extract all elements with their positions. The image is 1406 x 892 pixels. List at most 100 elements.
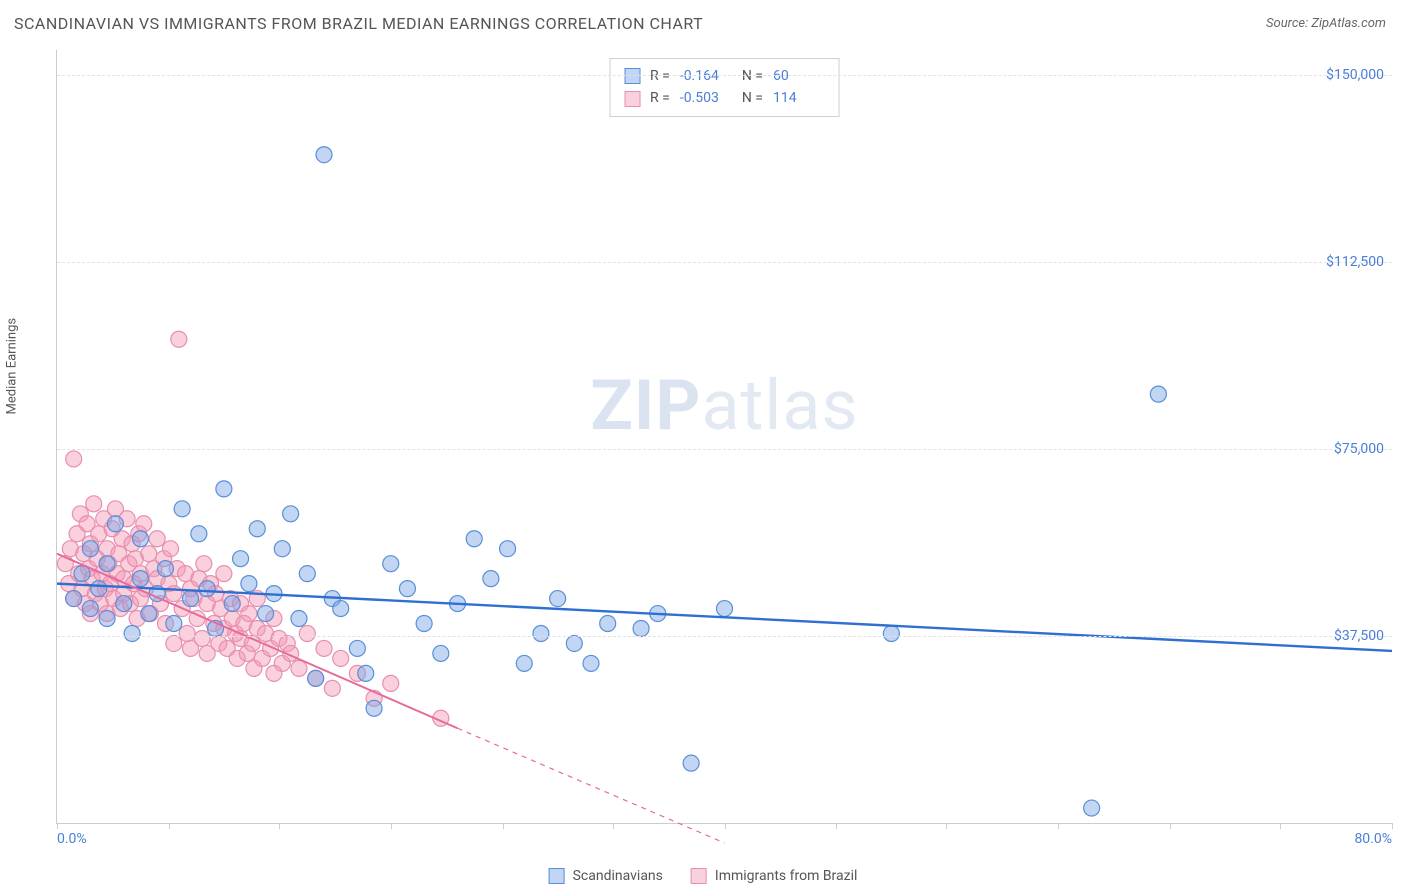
data-point — [291, 660, 307, 676]
data-point — [683, 755, 699, 771]
data-point — [99, 611, 115, 627]
data-point — [1150, 386, 1166, 402]
series-legend: Scandinavians Immigrants from Brazil — [549, 868, 858, 884]
data-point — [66, 451, 82, 467]
r-value-blue: -0.164 — [680, 65, 732, 87]
data-point — [283, 506, 299, 522]
data-point — [174, 501, 190, 517]
data-point — [132, 571, 148, 587]
data-point — [399, 581, 415, 597]
data-point — [233, 551, 249, 567]
data-point — [191, 526, 207, 542]
data-point — [258, 606, 274, 622]
data-point — [194, 630, 210, 646]
data-point — [66, 591, 82, 607]
data-point — [274, 541, 290, 557]
data-point — [162, 541, 178, 557]
data-point — [141, 606, 157, 622]
data-point — [116, 596, 132, 612]
y-tick-label: $37,500 — [1334, 628, 1384, 644]
trend-line-pink-dashed — [458, 728, 725, 843]
data-point — [82, 601, 98, 617]
data-point — [216, 566, 232, 582]
n-value-blue: 60 — [773, 65, 825, 87]
data-point — [433, 645, 449, 661]
data-point — [166, 586, 182, 602]
data-point — [308, 670, 324, 686]
data-point — [199, 581, 215, 597]
x-axis-max-label: 80.0% — [1354, 831, 1392, 847]
data-point — [466, 531, 482, 547]
data-point — [149, 531, 165, 547]
data-point — [82, 541, 98, 557]
data-point — [1084, 800, 1100, 816]
data-point — [224, 596, 240, 612]
data-point — [171, 331, 187, 347]
data-point — [241, 576, 257, 592]
data-point — [883, 625, 899, 641]
data-point — [316, 640, 332, 656]
data-point — [366, 700, 382, 716]
data-point — [216, 481, 232, 497]
data-point — [333, 601, 349, 617]
data-point — [124, 625, 140, 641]
data-point — [157, 561, 173, 577]
data-point — [141, 546, 157, 562]
y-tick-label: $75,000 — [1334, 441, 1384, 457]
data-point — [299, 625, 315, 641]
data-point — [183, 591, 199, 607]
data-point — [358, 665, 374, 681]
data-point — [299, 566, 315, 582]
data-point — [383, 556, 399, 572]
data-point — [86, 496, 102, 512]
data-point — [583, 655, 599, 671]
data-point — [166, 616, 182, 632]
data-point — [533, 625, 549, 641]
data-point — [99, 556, 115, 572]
plot-area: ZIPatlas R = -0.164 N = 60 R = -0.503 N … — [56, 50, 1392, 824]
data-point — [291, 611, 307, 627]
data-point — [416, 616, 432, 632]
plot-svg — [57, 50, 1392, 823]
data-point — [316, 147, 332, 163]
trend-line-pink — [57, 554, 458, 729]
swatch-blue-icon — [549, 868, 565, 884]
data-point — [249, 521, 265, 537]
y-tick-label: $150,000 — [1326, 67, 1384, 83]
r-value-pink: -0.503 — [680, 87, 732, 109]
data-point — [500, 541, 516, 557]
chart-title: SCANDINAVIAN VS IMMIGRANTS FROM BRAZIL M… — [14, 14, 703, 33]
stats-row-blue: R = -0.164 N = 60 — [624, 65, 825, 87]
swatch-pink-icon — [691, 868, 707, 884]
data-point — [132, 531, 148, 547]
data-point — [91, 581, 107, 597]
y-axis-label: Median Earnings — [5, 318, 20, 415]
data-point — [383, 675, 399, 691]
x-axis-min-label: 0.0% — [57, 831, 87, 847]
data-point — [600, 616, 616, 632]
legend-item-blue: Scandinavians — [549, 868, 663, 884]
data-point — [349, 640, 365, 656]
data-point — [107, 516, 123, 532]
data-point — [717, 601, 733, 617]
stats-row-pink: R = -0.503 N = 114 — [624, 87, 825, 109]
data-point — [166, 635, 182, 651]
data-point — [324, 680, 340, 696]
source-attribution: Source: ZipAtlas.com — [1266, 16, 1386, 31]
data-point — [633, 621, 649, 637]
data-point — [483, 571, 499, 587]
swatch-blue — [624, 68, 640, 84]
chart-container: Median Earnings ZIPatlas R = -0.164 N = … — [14, 42, 1392, 852]
n-value-pink: 114 — [773, 87, 825, 109]
data-point — [196, 556, 212, 572]
data-point — [136, 516, 152, 532]
data-point — [566, 635, 582, 651]
data-point — [241, 606, 257, 622]
data-point — [550, 591, 566, 607]
y-tick-label: $112,500 — [1326, 254, 1384, 270]
swatch-pink — [624, 91, 640, 107]
data-point — [516, 655, 532, 671]
correlation-stats-box: R = -0.164 N = 60 R = -0.503 N = 114 — [609, 58, 840, 117]
data-point — [333, 650, 349, 666]
legend-item-pink: Immigrants from Brazil — [691, 868, 858, 884]
